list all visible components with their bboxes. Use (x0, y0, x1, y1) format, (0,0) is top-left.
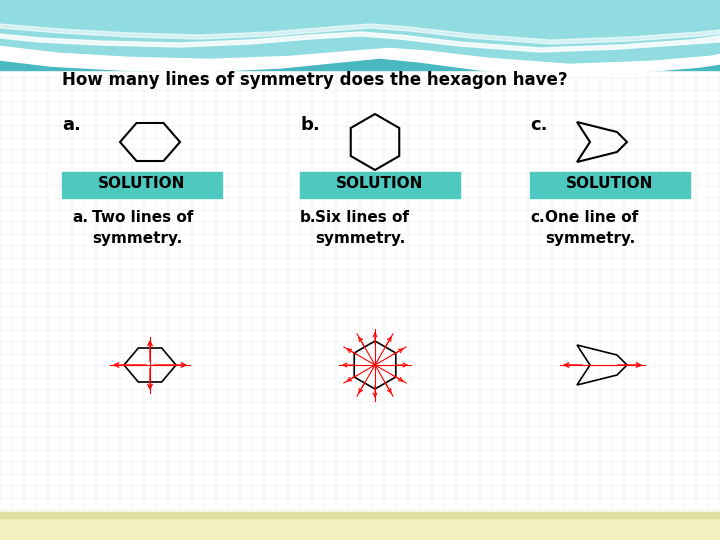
Bar (530, 172, 690, 198)
Text: SOLUTION: SOLUTION (99, 177, 186, 192)
Text: b.: b. (300, 210, 317, 225)
Polygon shape (360, 0, 720, 50)
Bar (62, 172, 222, 198)
Text: How many lines of symmetry does the hexagon have?: How many lines of symmetry does the hexa… (62, 71, 567, 89)
Polygon shape (0, 0, 720, 75)
Text: c.: c. (530, 116, 547, 134)
Text: b.: b. (300, 116, 320, 134)
Bar (0, 512, 720, 540)
Polygon shape (0, 0, 720, 63)
Text: Six lines of
symmetry.: Six lines of symmetry. (315, 210, 409, 246)
Text: One line of
symmetry.: One line of symmetry. (545, 210, 638, 246)
Polygon shape (0, 32, 720, 52)
Text: c.: c. (530, 210, 544, 225)
Text: Two lines of
symmetry.: Two lines of symmetry. (92, 210, 194, 246)
Text: a.: a. (62, 116, 81, 134)
Bar (0, 0, 720, 70)
Bar (0, 512, 720, 518)
Polygon shape (0, 24, 720, 44)
Text: a.: a. (72, 210, 88, 225)
Text: SOLUTION: SOLUTION (336, 177, 423, 192)
Text: SOLUTION: SOLUTION (567, 177, 654, 192)
Bar (300, 172, 460, 198)
